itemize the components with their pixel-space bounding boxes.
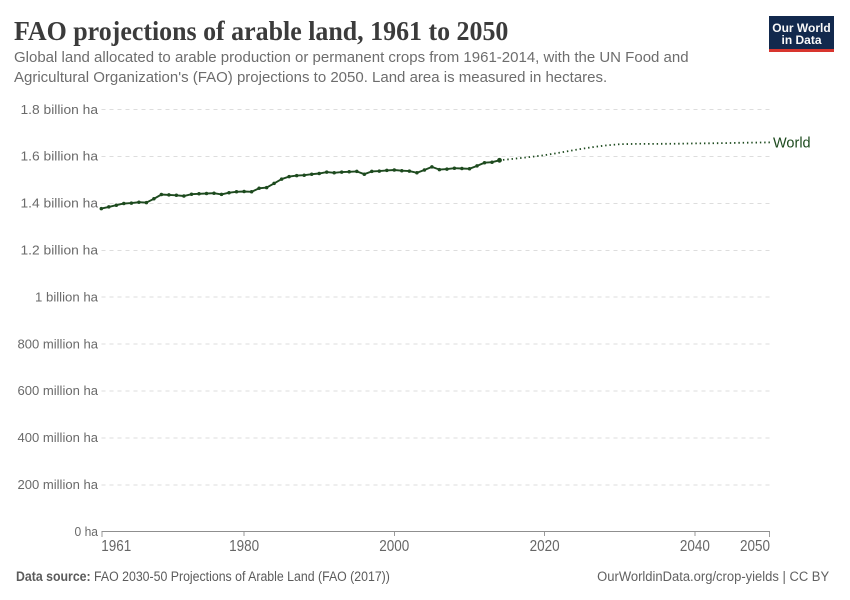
svg-text:1980: 1980 — [229, 538, 259, 555]
svg-text:2040: 2040 — [680, 538, 710, 555]
svg-text:2050: 2050 — [740, 538, 770, 555]
svg-text:200 million ha: 200 million ha — [18, 477, 99, 492]
svg-text:600 million ha: 600 million ha — [18, 383, 99, 398]
svg-text:2000: 2000 — [379, 538, 409, 555]
svg-text:1961: 1961 — [101, 538, 131, 555]
svg-text:1.6 billion ha: 1.6 billion ha — [21, 149, 99, 164]
svg-text:1.8 billion ha: 1.8 billion ha — [21, 102, 99, 117]
svg-text:400 million ha: 400 million ha — [18, 430, 99, 445]
svg-text:1.2 billion ha: 1.2 billion ha — [21, 243, 99, 258]
svg-text:World: World — [773, 136, 811, 152]
svg-text:800 million ha: 800 million ha — [18, 336, 99, 351]
svg-text:1.4 billion ha: 1.4 billion ha — [21, 196, 99, 211]
svg-text:1 billion ha: 1 billion ha — [35, 289, 99, 304]
svg-text:0 ha: 0 ha — [75, 524, 99, 539]
svg-text:2020: 2020 — [530, 538, 560, 555]
